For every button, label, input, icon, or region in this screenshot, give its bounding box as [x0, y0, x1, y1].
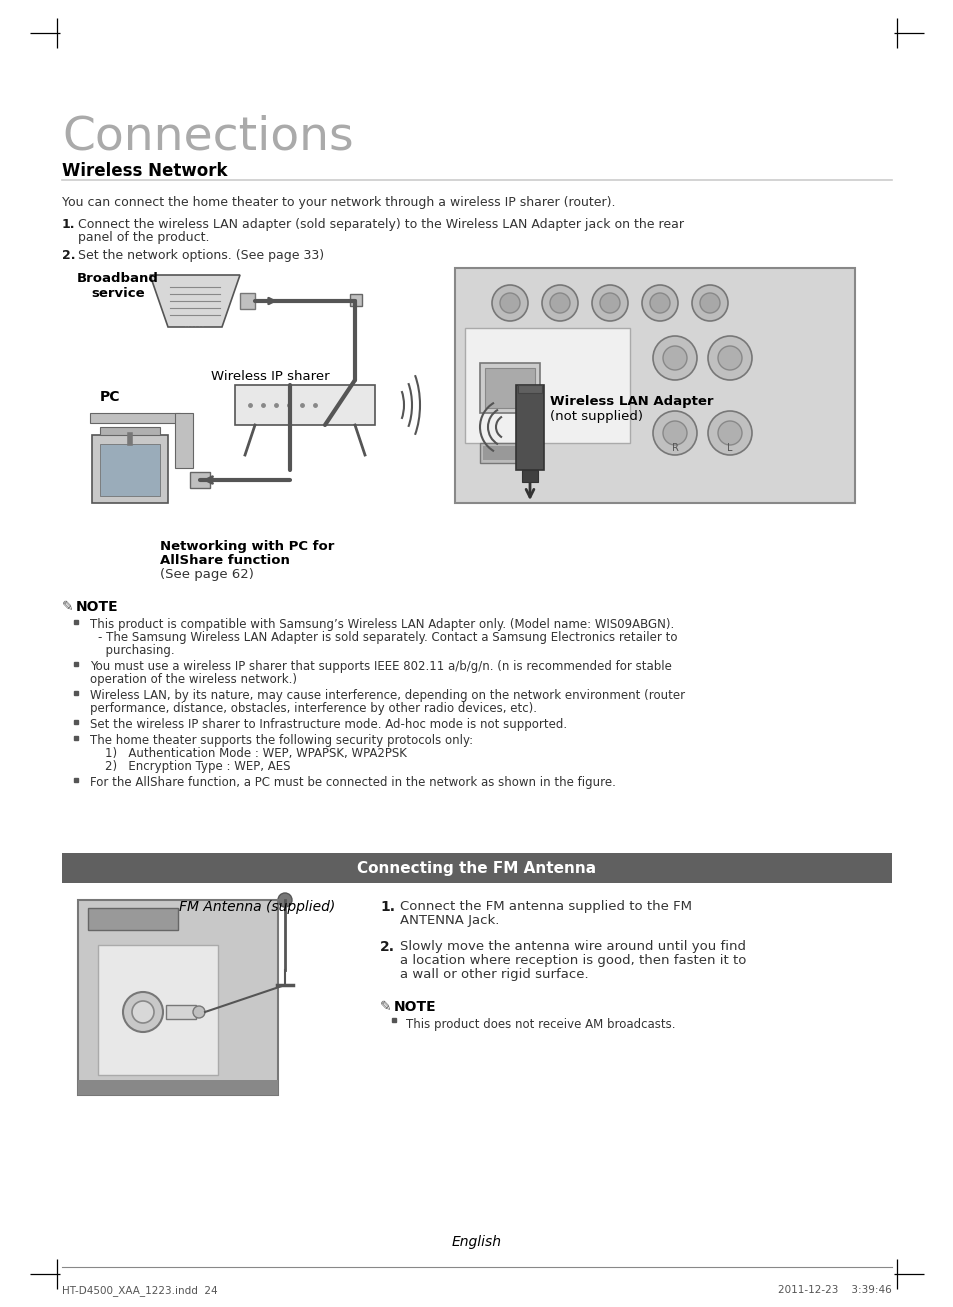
Text: Wireless IP sharer: Wireless IP sharer: [211, 370, 329, 383]
Text: FM Antenna (supplied): FM Antenna (supplied): [178, 901, 335, 914]
Bar: [62, 853, 891, 884]
Text: Broadband
service: Broadband service: [77, 272, 159, 301]
Circle shape: [652, 336, 697, 380]
Text: Networking with PC for: Networking with PC for: [160, 540, 334, 553]
Text: Wireless LAN Adapter: Wireless LAN Adapter: [550, 395, 713, 408]
Bar: [78, 1080, 277, 1095]
Circle shape: [691, 285, 727, 322]
Text: NOTE: NOTE: [394, 1000, 436, 1014]
Bar: [234, 386, 375, 425]
Text: PC: PC: [100, 389, 120, 404]
Circle shape: [641, 285, 678, 322]
Text: Set the network options. (See page 33): Set the network options. (See page 33): [78, 250, 324, 261]
Bar: [100, 444, 160, 495]
Text: 1.: 1.: [379, 901, 395, 914]
Text: Wireless Network: Wireless Network: [62, 162, 227, 180]
Text: operation of the wireless network.): operation of the wireless network.): [90, 673, 296, 686]
Bar: [78, 901, 277, 1095]
Bar: [240, 293, 254, 308]
Circle shape: [541, 285, 578, 322]
Text: 2011-12-23    3:39:46: 2011-12-23 3:39:46: [778, 1285, 891, 1295]
Text: Connect the FM antenna supplied to the FM: Connect the FM antenna supplied to the F…: [399, 901, 691, 914]
Bar: [350, 294, 361, 306]
Circle shape: [652, 410, 697, 455]
Bar: [517, 386, 541, 393]
Text: For the AllShare function, a PC must be connected in the network as shown in the: For the AllShare function, a PC must be …: [90, 776, 616, 789]
Text: ✎: ✎: [62, 600, 73, 614]
Text: (not supplied): (not supplied): [550, 410, 642, 423]
Bar: [100, 427, 160, 435]
Bar: [482, 446, 520, 460]
Text: Wireless LAN, by its nature, may cause interference, depending on the network en: Wireless LAN, by its nature, may cause i…: [90, 689, 684, 702]
Circle shape: [277, 893, 292, 907]
Circle shape: [649, 293, 669, 312]
Bar: [174, 413, 193, 468]
Bar: [479, 363, 539, 413]
Text: AllShare function: AllShare function: [160, 554, 290, 567]
Circle shape: [123, 992, 163, 1033]
Circle shape: [700, 293, 720, 312]
Text: Set the wireless IP sharer to Infrastructure mode. Ad-hoc mode is not supported.: Set the wireless IP sharer to Infrastruc…: [90, 718, 566, 731]
Circle shape: [132, 1001, 153, 1023]
Text: You must use a wireless IP sharer that supports IEEE 802.11 a/b/g/n. (n is recom: You must use a wireless IP sharer that s…: [90, 660, 671, 673]
Text: Slowly move the antenna wire around until you find: Slowly move the antenna wire around unti…: [399, 940, 745, 953]
Bar: [516, 386, 543, 471]
Bar: [484, 369, 535, 408]
Text: performance, distance, obstacles, interference by other radio devices, etc).: performance, distance, obstacles, interf…: [90, 702, 537, 715]
Text: purchasing.: purchasing.: [98, 644, 174, 657]
Text: 1.: 1.: [62, 218, 75, 231]
Text: 1)   Authentication Mode : WEP, WPAPSK, WPA2PSK: 1) Authentication Mode : WEP, WPAPSK, WP…: [105, 748, 406, 759]
Text: 2.: 2.: [379, 940, 395, 954]
Text: ANTENNA Jack.: ANTENNA Jack.: [399, 914, 498, 927]
Text: a location where reception is good, then fasten it to: a location where reception is good, then…: [399, 954, 745, 967]
Bar: [190, 472, 210, 488]
Text: You can connect the home theater to your network through a wireless IP sharer (r: You can connect the home theater to your…: [62, 196, 615, 209]
Text: ......: ......: [184, 319, 206, 329]
Text: ✎: ✎: [379, 1000, 392, 1014]
Circle shape: [707, 410, 751, 455]
Circle shape: [662, 346, 686, 370]
Text: (See page 62): (See page 62): [160, 569, 253, 582]
Text: Connections: Connections: [62, 115, 354, 159]
Text: panel of the product.: panel of the product.: [78, 231, 210, 244]
Text: NOTE: NOTE: [76, 600, 118, 614]
Text: 2)   Encryption Type : WEP, AES: 2) Encryption Type : WEP, AES: [105, 759, 291, 772]
Text: Connecting the FM Antenna: Connecting the FM Antenna: [357, 860, 596, 876]
Bar: [90, 413, 180, 423]
Text: R: R: [671, 443, 678, 454]
Polygon shape: [150, 274, 240, 327]
Bar: [455, 268, 854, 503]
Text: 2.: 2.: [62, 250, 75, 261]
Circle shape: [599, 293, 619, 312]
Circle shape: [499, 293, 519, 312]
Text: L: L: [726, 443, 732, 454]
Bar: [88, 908, 178, 931]
Text: This product does not receive AM broadcasts.: This product does not receive AM broadca…: [406, 1018, 675, 1031]
Text: - The Samsung Wireless LAN Adapter is sold separately. Contact a Samsung Electro: - The Samsung Wireless LAN Adapter is so…: [98, 631, 677, 644]
Bar: [91, 435, 168, 503]
Bar: [479, 443, 524, 463]
Text: Connect the wireless LAN adapter (sold separately) to the Wireless LAN Adapter j: Connect the wireless LAN adapter (sold s…: [78, 218, 683, 231]
Text: HT-D4500_XAA_1223.indd  24: HT-D4500_XAA_1223.indd 24: [62, 1285, 217, 1297]
Bar: [98, 945, 218, 1074]
Bar: [464, 328, 629, 443]
Circle shape: [492, 285, 527, 322]
Text: a wall or other rigid surface.: a wall or other rigid surface.: [399, 968, 588, 982]
Text: The home theater supports the following security protocols only:: The home theater supports the following …: [90, 735, 473, 748]
Text: English: English: [452, 1235, 501, 1249]
Circle shape: [592, 285, 627, 322]
Circle shape: [662, 421, 686, 444]
Circle shape: [718, 346, 741, 370]
Circle shape: [718, 421, 741, 444]
Circle shape: [707, 336, 751, 380]
Circle shape: [193, 1006, 205, 1018]
Bar: [521, 471, 537, 482]
Text: This product is compatible with Samsung’s Wireless LAN Adapter only. (Model name: This product is compatible with Samsung’…: [90, 618, 674, 631]
Bar: [166, 1005, 195, 1019]
Circle shape: [550, 293, 569, 312]
